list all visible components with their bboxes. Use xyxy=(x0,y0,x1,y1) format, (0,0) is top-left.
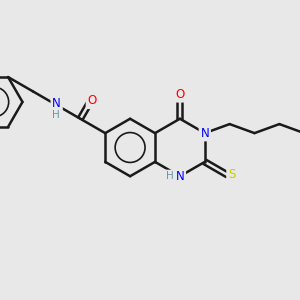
Text: H: H xyxy=(166,171,173,181)
Text: H: H xyxy=(52,110,59,120)
Text: N: N xyxy=(200,127,209,140)
Text: O: O xyxy=(175,88,184,101)
Text: N: N xyxy=(52,97,61,110)
Text: N: N xyxy=(176,170,184,183)
Text: S: S xyxy=(228,168,236,181)
Text: O: O xyxy=(88,94,97,107)
